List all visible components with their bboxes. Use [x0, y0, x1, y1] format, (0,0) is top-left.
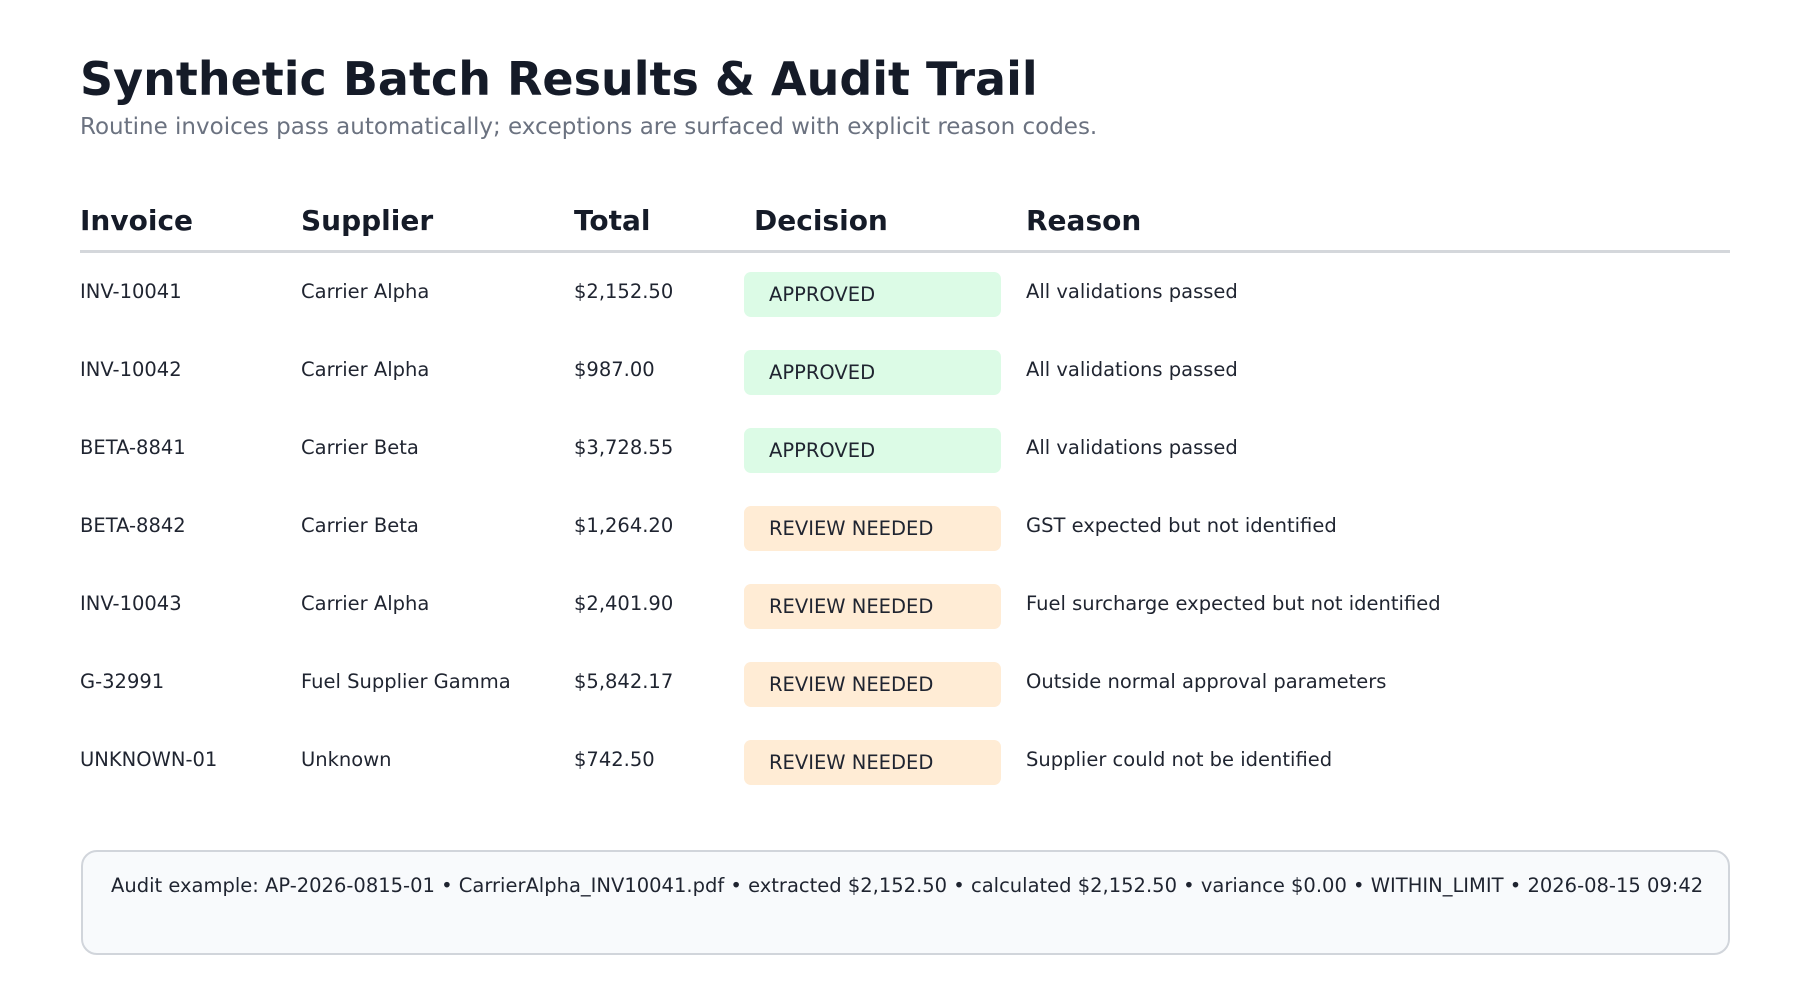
decision-badge-approved: APPROVED	[744, 350, 1001, 395]
decision-badge-review: REVIEW NEEDED	[744, 584, 1001, 629]
supplier-cell: Fuel Supplier Gamma	[301, 670, 511, 693]
supplier-cell: Unknown	[301, 748, 392, 771]
invoice-cell: G-32991	[80, 670, 165, 693]
reason-cell: Fuel surcharge expected but not identifi…	[1026, 592, 1441, 615]
table-row[interactable]: INV-10041 Carrier Alpha $2,152.50 APPROV…	[80, 253, 1730, 331]
reason-cell: GST expected but not identified	[1026, 514, 1337, 537]
table-row[interactable]: BETA-8841 Carrier Beta $3,728.55 APPROVE…	[80, 409, 1730, 487]
supplier-cell: Carrier Alpha	[301, 592, 430, 615]
page-title: Synthetic Batch Results & Audit Trail	[80, 52, 1038, 106]
column-header-reason[interactable]: Reason	[1026, 204, 1142, 237]
table-row[interactable]: UNKNOWN-01 Unknown $742.50 REVIEW NEEDED…	[80, 721, 1730, 799]
table-row[interactable]: G-32991 Fuel Supplier Gamma $5,842.17 RE…	[80, 643, 1730, 721]
supplier-cell: Carrier Beta	[301, 514, 419, 537]
total-cell: $742.50	[574, 748, 655, 771]
decision-badge-review: REVIEW NEEDED	[744, 506, 1001, 551]
decision-badge-approved: APPROVED	[744, 428, 1001, 473]
column-header-decision[interactable]: Decision	[754, 204, 888, 237]
total-cell: $987.00	[574, 358, 655, 381]
reason-cell: All validations passed	[1026, 436, 1238, 459]
supplier-cell: Carrier Alpha	[301, 358, 430, 381]
total-cell: $1,264.20	[574, 514, 674, 537]
invoice-cell: UNKNOWN-01	[80, 748, 218, 771]
total-cell: $5,842.17	[574, 670, 674, 693]
column-header-supplier[interactable]: Supplier	[301, 204, 434, 237]
column-header-total[interactable]: Total	[574, 204, 651, 237]
decision-badge-review: REVIEW NEEDED	[744, 662, 1001, 707]
invoice-cell: BETA-8841	[80, 436, 186, 459]
audit-example-panel: Audit example: AP-2026-0815-01 • Carrier…	[81, 850, 1730, 955]
table-body: INV-10041 Carrier Alpha $2,152.50 APPROV…	[80, 253, 1730, 799]
reason-cell: Outside normal approval parameters	[1026, 670, 1387, 693]
reason-cell: All validations passed	[1026, 358, 1238, 381]
results-table: Invoice Supplier Total Decision Reason I…	[80, 200, 1730, 799]
table-row[interactable]: INV-10042 Carrier Alpha $987.00 APPROVED…	[80, 331, 1730, 409]
total-cell: $2,401.90	[574, 592, 674, 615]
audit-example-text: Audit example: AP-2026-0815-01 • Carrier…	[111, 874, 1704, 897]
reason-cell: Supplier could not be identified	[1026, 748, 1333, 771]
reason-cell: All validations passed	[1026, 280, 1238, 303]
supplier-cell: Carrier Alpha	[301, 280, 430, 303]
page-subtitle: Routine invoices pass automatically; exc…	[80, 114, 1098, 140]
invoice-cell: INV-10043	[80, 592, 182, 615]
invoice-cell: BETA-8842	[80, 514, 186, 537]
decision-badge-approved: APPROVED	[744, 272, 1001, 317]
table-row[interactable]: BETA-8842 Carrier Beta $1,264.20 REVIEW …	[80, 487, 1730, 565]
total-cell: $3,728.55	[574, 436, 674, 459]
decision-badge-review: REVIEW NEEDED	[744, 740, 1001, 785]
supplier-cell: Carrier Beta	[301, 436, 419, 459]
invoice-cell: INV-10042	[80, 358, 182, 381]
invoice-cell: INV-10041	[80, 280, 182, 303]
table-row[interactable]: INV-10043 Carrier Alpha $2,401.90 REVIEW…	[80, 565, 1730, 643]
table-header: Invoice Supplier Total Decision Reason	[80, 200, 1730, 253]
total-cell: $2,152.50	[574, 280, 674, 303]
column-header-invoice[interactable]: Invoice	[80, 204, 194, 237]
